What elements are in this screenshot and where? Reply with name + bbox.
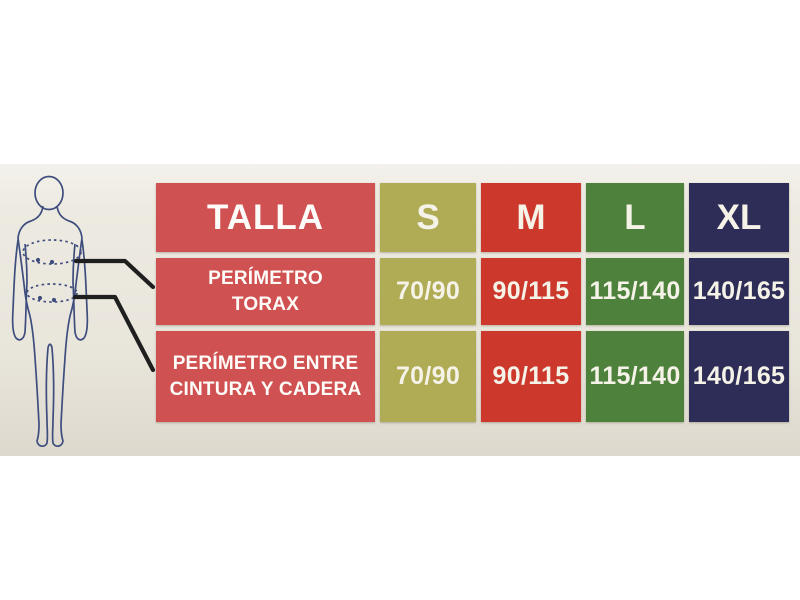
- talla-header-cell: TALLA: [156, 183, 375, 252]
- row-label-cintura-cadera: PERÍMETRO ENTRE CINTURA Y CADERA: [156, 331, 375, 422]
- size-header-s: S: [380, 183, 476, 252]
- value-cintura-l: 115/140: [586, 331, 684, 422]
- value-cintura-xl: 140/165: [689, 331, 789, 422]
- size-header-l: L: [586, 183, 684, 252]
- value-cintura-m: 90/115: [481, 331, 581, 422]
- size-header-m: M: [481, 183, 581, 252]
- value-cintura-s: 70/90: [380, 331, 476, 422]
- size-table: TALLA S M L XL PERÍMETRO TORAX 70/90 90/…: [156, 183, 789, 422]
- row-label-torax: PERÍMETRO TORAX: [156, 258, 375, 325]
- value-torax-l: 115/140: [586, 258, 684, 325]
- value-torax-s: 70/90: [380, 258, 476, 325]
- size-header-xl: XL: [689, 183, 789, 252]
- value-torax-m: 90/115: [481, 258, 581, 325]
- value-torax-xl: 140/165: [689, 258, 789, 325]
